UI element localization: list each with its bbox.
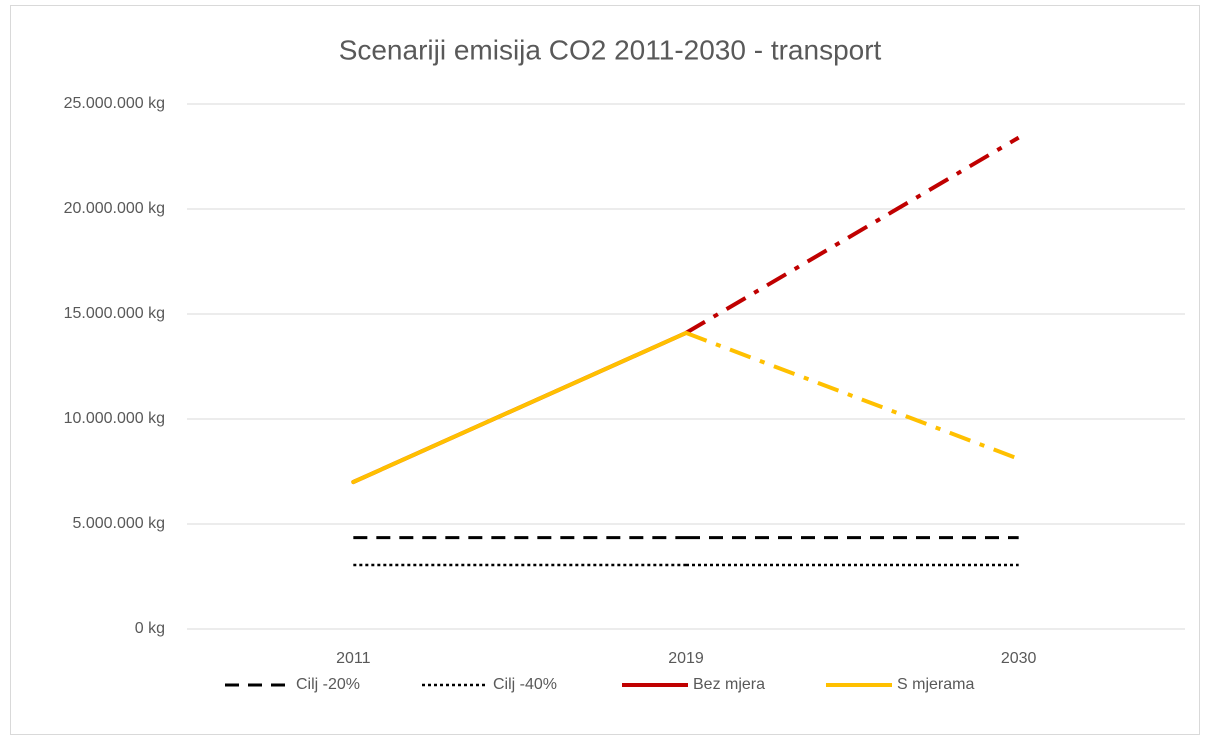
y-tick-label: 20.000.000 kg [64,200,165,217]
legend-label: Cilj -40% [493,676,557,693]
series-line [685,331,1020,461]
legend-label: Cilj -20% [296,676,360,693]
x-tick-label: 2011 [336,650,371,667]
y-tick-label: 0 kg [135,620,165,637]
y-tick-label: 25.000.000 kg [64,95,165,112]
series-line [351,330,688,484]
x-tick-label: 2019 [668,650,704,667]
y-tick-label: 10.000.000 kg [64,410,165,427]
legend-label: Bez mjera [693,676,765,693]
legend-label: S mjerama [897,676,974,693]
chart-title: Scenariji emisija CO2 2011-2030 - transp… [339,34,882,65]
y-tick-label: 15.000.000 kg [64,305,165,322]
y-tick-label: 5.000.000 kg [72,515,165,532]
x-tick-label: 2030 [1001,650,1037,667]
series-line [684,135,1020,335]
